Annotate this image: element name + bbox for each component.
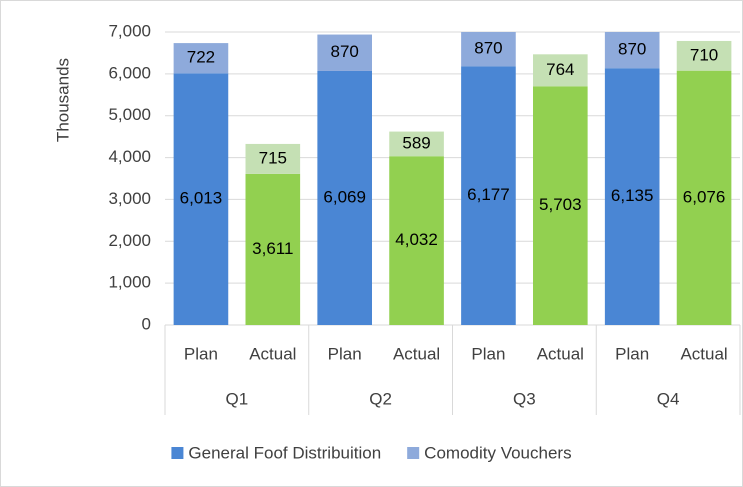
x-tick-label: Plan — [184, 344, 218, 363]
y-tick-label: 4,000 — [108, 147, 151, 166]
y-tick-label: 3,000 — [108, 189, 151, 208]
x-tick-label: Actual — [393, 344, 440, 363]
data-label: 722 — [187, 48, 215, 67]
data-label: 6,013 — [180, 189, 223, 208]
bar-segment — [245, 173, 301, 325]
bar-segment — [604, 32, 660, 69]
legend-label: Comodity Vouchers — [424, 443, 571, 462]
data-label: 710 — [690, 45, 718, 64]
bar-segment — [676, 70, 732, 326]
data-label: 870 — [331, 42, 359, 61]
data-label: 715 — [259, 148, 287, 167]
bar-segment — [676, 40, 732, 71]
x-tick-label: Actual — [680, 344, 727, 363]
bar-segment — [461, 32, 516, 67]
data-label: 764 — [546, 60, 574, 79]
y-tick-label: 0 — [142, 314, 151, 333]
y-tick-label: 6,000 — [108, 63, 151, 82]
legend-swatch — [407, 447, 420, 459]
data-label: 4,032 — [395, 230, 438, 249]
y-tick-label: 7,000 — [108, 21, 151, 40]
data-label: 5,703 — [539, 195, 582, 214]
legend-swatch — [171, 447, 184, 459]
data-label: 3,611 — [252, 239, 293, 258]
y-axis-label: Thousands — [53, 58, 72, 142]
group-label: Q1 — [226, 389, 249, 408]
group-label: Q2 — [369, 389, 392, 408]
bar-segment — [245, 143, 301, 174]
x-tick-label: Plan — [615, 344, 649, 363]
data-label: 589 — [402, 133, 430, 152]
data-label: 6,076 — [683, 187, 726, 206]
group-label: Q3 — [513, 389, 536, 408]
group-label: Q4 — [657, 389, 680, 408]
data-label: 6,069 — [323, 187, 366, 206]
bar-segment — [461, 66, 516, 325]
bar-segment — [173, 43, 229, 74]
bar-segment — [604, 68, 660, 326]
data-label: 6,177 — [467, 185, 510, 204]
bar-segment — [317, 34, 372, 71]
x-tick-label: Plan — [328, 344, 362, 363]
data-label: 870 — [474, 39, 502, 58]
legend-label: General Foof Distribuition — [188, 443, 381, 462]
x-tick-label: Actual — [249, 344, 296, 363]
y-tick-label: 2,000 — [108, 231, 151, 250]
y-tick-label: 1,000 — [108, 273, 151, 292]
bar-segment — [389, 131, 444, 157]
bar-segment — [389, 156, 444, 325]
data-label: 6,135 — [611, 186, 654, 205]
data-label: 870 — [618, 40, 646, 59]
y-tick-label: 5,000 — [108, 105, 151, 124]
bar-segment — [173, 73, 229, 325]
bar-segment — [317, 70, 372, 326]
bar-segment — [533, 86, 588, 325]
x-tick-label: Plan — [471, 344, 505, 363]
bar-segment — [533, 54, 588, 87]
x-tick-label: Actual — [537, 344, 584, 363]
